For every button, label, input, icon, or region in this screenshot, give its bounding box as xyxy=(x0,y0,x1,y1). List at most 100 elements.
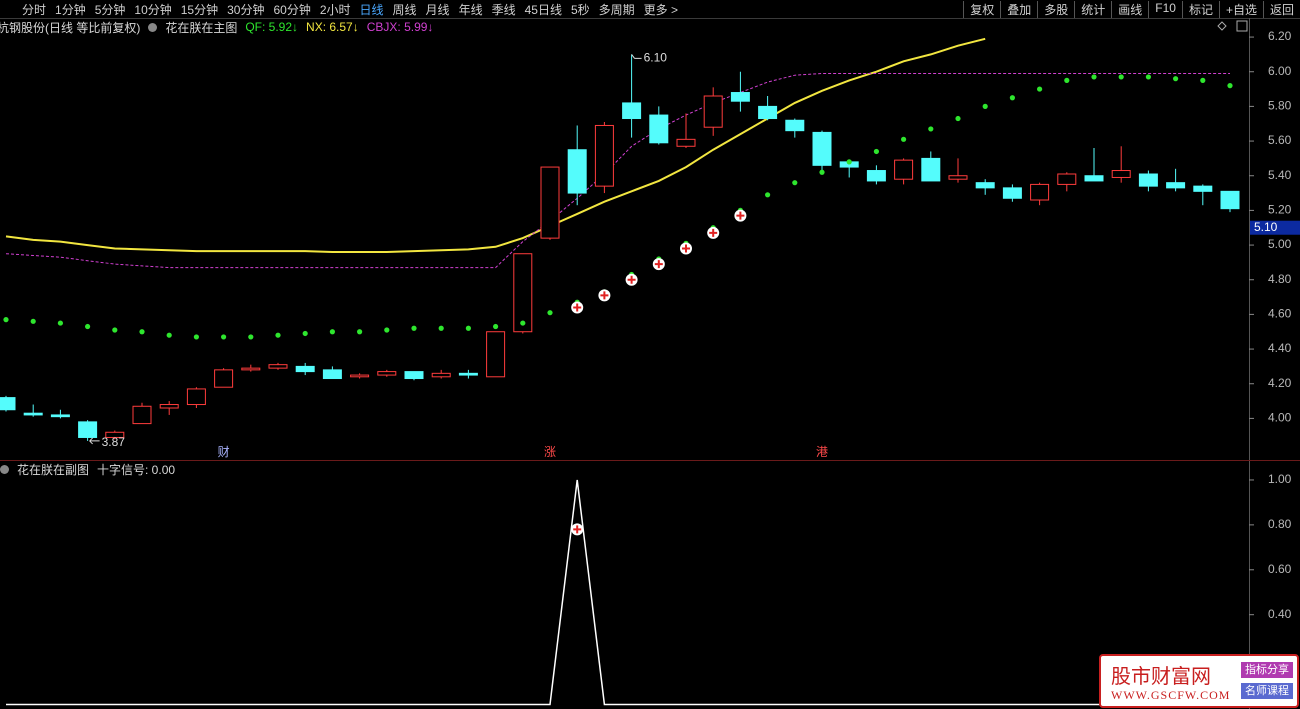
tool-button[interactable]: 叠加 xyxy=(1000,0,1037,18)
candle-body xyxy=(785,119,805,132)
candle-body xyxy=(513,253,533,333)
candle-body xyxy=(295,365,315,373)
qf-dot xyxy=(819,169,825,175)
period-tab[interactable]: 5分钟 xyxy=(94,2,126,17)
qf-dot xyxy=(955,115,961,122)
qf-dot xyxy=(765,192,771,198)
candle-body xyxy=(105,431,125,438)
candle-body xyxy=(1193,185,1213,192)
sub-header: 花在朕在副图 十字信号: 0.00 xyxy=(0,461,175,477)
candle-body xyxy=(23,412,43,416)
qf-dot xyxy=(30,318,36,324)
signal-label: 十字信号: 0.00 xyxy=(97,462,176,477)
candle-body xyxy=(241,367,261,371)
candle-body xyxy=(948,175,968,180)
tool-button[interactable]: F10 xyxy=(1148,0,1182,18)
high-label: 6.10 xyxy=(644,51,668,65)
period-tab[interactable]: 周线 xyxy=(392,2,417,17)
candle-body xyxy=(594,124,614,187)
y-tick-label: 6.00 xyxy=(1268,64,1292,78)
period-tab[interactable]: 5秒 xyxy=(570,2,590,17)
period-tabs: 分时 1分钟 5分钟 10分钟 15分钟 30分钟 60分钟 2小时 日线 周线 月线 年线 季线 45日… xyxy=(0,1,678,18)
candle-body xyxy=(894,159,914,180)
watermark-tag: 指标分享 xyxy=(1241,662,1293,678)
candle-body xyxy=(458,372,478,376)
tool-button[interactable]: 多股 xyxy=(1037,0,1074,18)
y-tick-label: 5.20 xyxy=(1268,203,1292,217)
period-tab[interactable]: 日线 xyxy=(359,2,384,17)
last-price-label: 5.10 xyxy=(1254,220,1278,234)
cross-glyph xyxy=(627,275,636,284)
candle-body xyxy=(975,182,995,189)
qf-dot xyxy=(520,320,526,326)
qf-dot xyxy=(112,327,118,333)
y-tick-label: 4.80 xyxy=(1268,272,1292,286)
qf-dot xyxy=(928,126,934,132)
period-tab[interactable]: 多周期 xyxy=(598,2,635,17)
tool-button[interactable]: 标记 xyxy=(1181,0,1219,18)
candle-body xyxy=(132,405,152,425)
period-tab[interactable]: 月线 xyxy=(425,2,450,17)
y-tick-label: 1.00 xyxy=(1268,472,1292,486)
candle-body xyxy=(1111,170,1131,178)
qf-dot xyxy=(846,159,852,165)
candle-body xyxy=(1057,173,1077,185)
cross-glyph xyxy=(682,244,690,253)
candle-body xyxy=(0,397,16,411)
period-tab[interactable]: 60分钟 xyxy=(273,2,311,17)
period-tab[interactable]: 15分钟 xyxy=(180,2,219,17)
period-tab[interactable]: 30分钟 xyxy=(227,2,265,17)
candle-body xyxy=(431,372,451,378)
y-tick-label: 6.20 xyxy=(1268,29,1292,43)
qf-dot xyxy=(982,103,988,109)
qf-dot xyxy=(901,136,907,142)
candle-body xyxy=(322,369,342,380)
diamond-icon xyxy=(1217,21,1227,31)
qf-dot xyxy=(357,329,363,335)
tool-button[interactable]: 统计 xyxy=(1074,0,1111,18)
y-tick-label: 0.60 xyxy=(1268,562,1292,576)
period-tab[interactable]: 2小时 xyxy=(319,2,351,17)
period-tab[interactable]: 季线 xyxy=(491,2,516,17)
period-tab[interactable]: 45日线 xyxy=(524,2,562,17)
event-label: 港 xyxy=(816,445,828,459)
toolbar: 分时 1分钟 5分钟 10分钟 15分钟 30分钟 60分钟 2小时 日线 周线 月线 年线 季线 45日… xyxy=(0,0,1300,18)
period-tab[interactable]: 1分钟 xyxy=(55,2,86,17)
tool-button[interactable]: 复权 xyxy=(963,0,1000,18)
y-tick-label: 0.80 xyxy=(1268,517,1292,531)
tool-button[interactable]: 画线 xyxy=(1111,0,1148,18)
period-tab[interactable]: 更多 > xyxy=(643,2,678,17)
candle-body xyxy=(567,149,587,194)
candle-body xyxy=(50,414,70,418)
period-tab[interactable]: 分时 xyxy=(22,2,47,17)
low-pointer xyxy=(89,437,100,445)
qf-dot xyxy=(411,325,417,331)
watermark-name: 股市财富网 xyxy=(1111,664,1211,688)
tool-button[interactable]: 返回 xyxy=(1262,0,1300,18)
cross-glyph xyxy=(709,228,718,237)
qf-dot xyxy=(1118,74,1124,80)
event-label: 涨 xyxy=(544,444,556,459)
indicator-name: 花在朕在主图 xyxy=(165,20,238,35)
tool-button[interactable]: +自选 xyxy=(1218,0,1263,18)
candle-body xyxy=(486,331,506,378)
candle-body xyxy=(1030,183,1050,201)
candle-body xyxy=(1166,182,1186,189)
period-tab[interactable]: 10分钟 xyxy=(134,2,172,17)
y-tick-label: 5.60 xyxy=(1268,133,1292,147)
main-header: 杭钢股份(日线 等比前复权) 花在朕在主图 QF: 5.92↓ NX: 6.57↓… xyxy=(0,19,433,35)
low-label: 3.87 xyxy=(102,435,126,449)
y-tick-label: 4.00 xyxy=(1268,411,1292,425)
cross-glyph xyxy=(654,260,663,269)
period-tab[interactable]: 年线 xyxy=(458,2,483,17)
qf-dot xyxy=(384,327,390,333)
indicator-icon xyxy=(148,22,158,32)
last-price-flag xyxy=(1250,220,1300,235)
indicator-name: 花在朕在副图 xyxy=(17,462,90,477)
qf-dot xyxy=(248,334,254,340)
candle-body xyxy=(676,138,696,147)
candle-body xyxy=(540,166,560,239)
qf-dot xyxy=(1173,76,1179,82)
qf-dot xyxy=(438,325,444,331)
